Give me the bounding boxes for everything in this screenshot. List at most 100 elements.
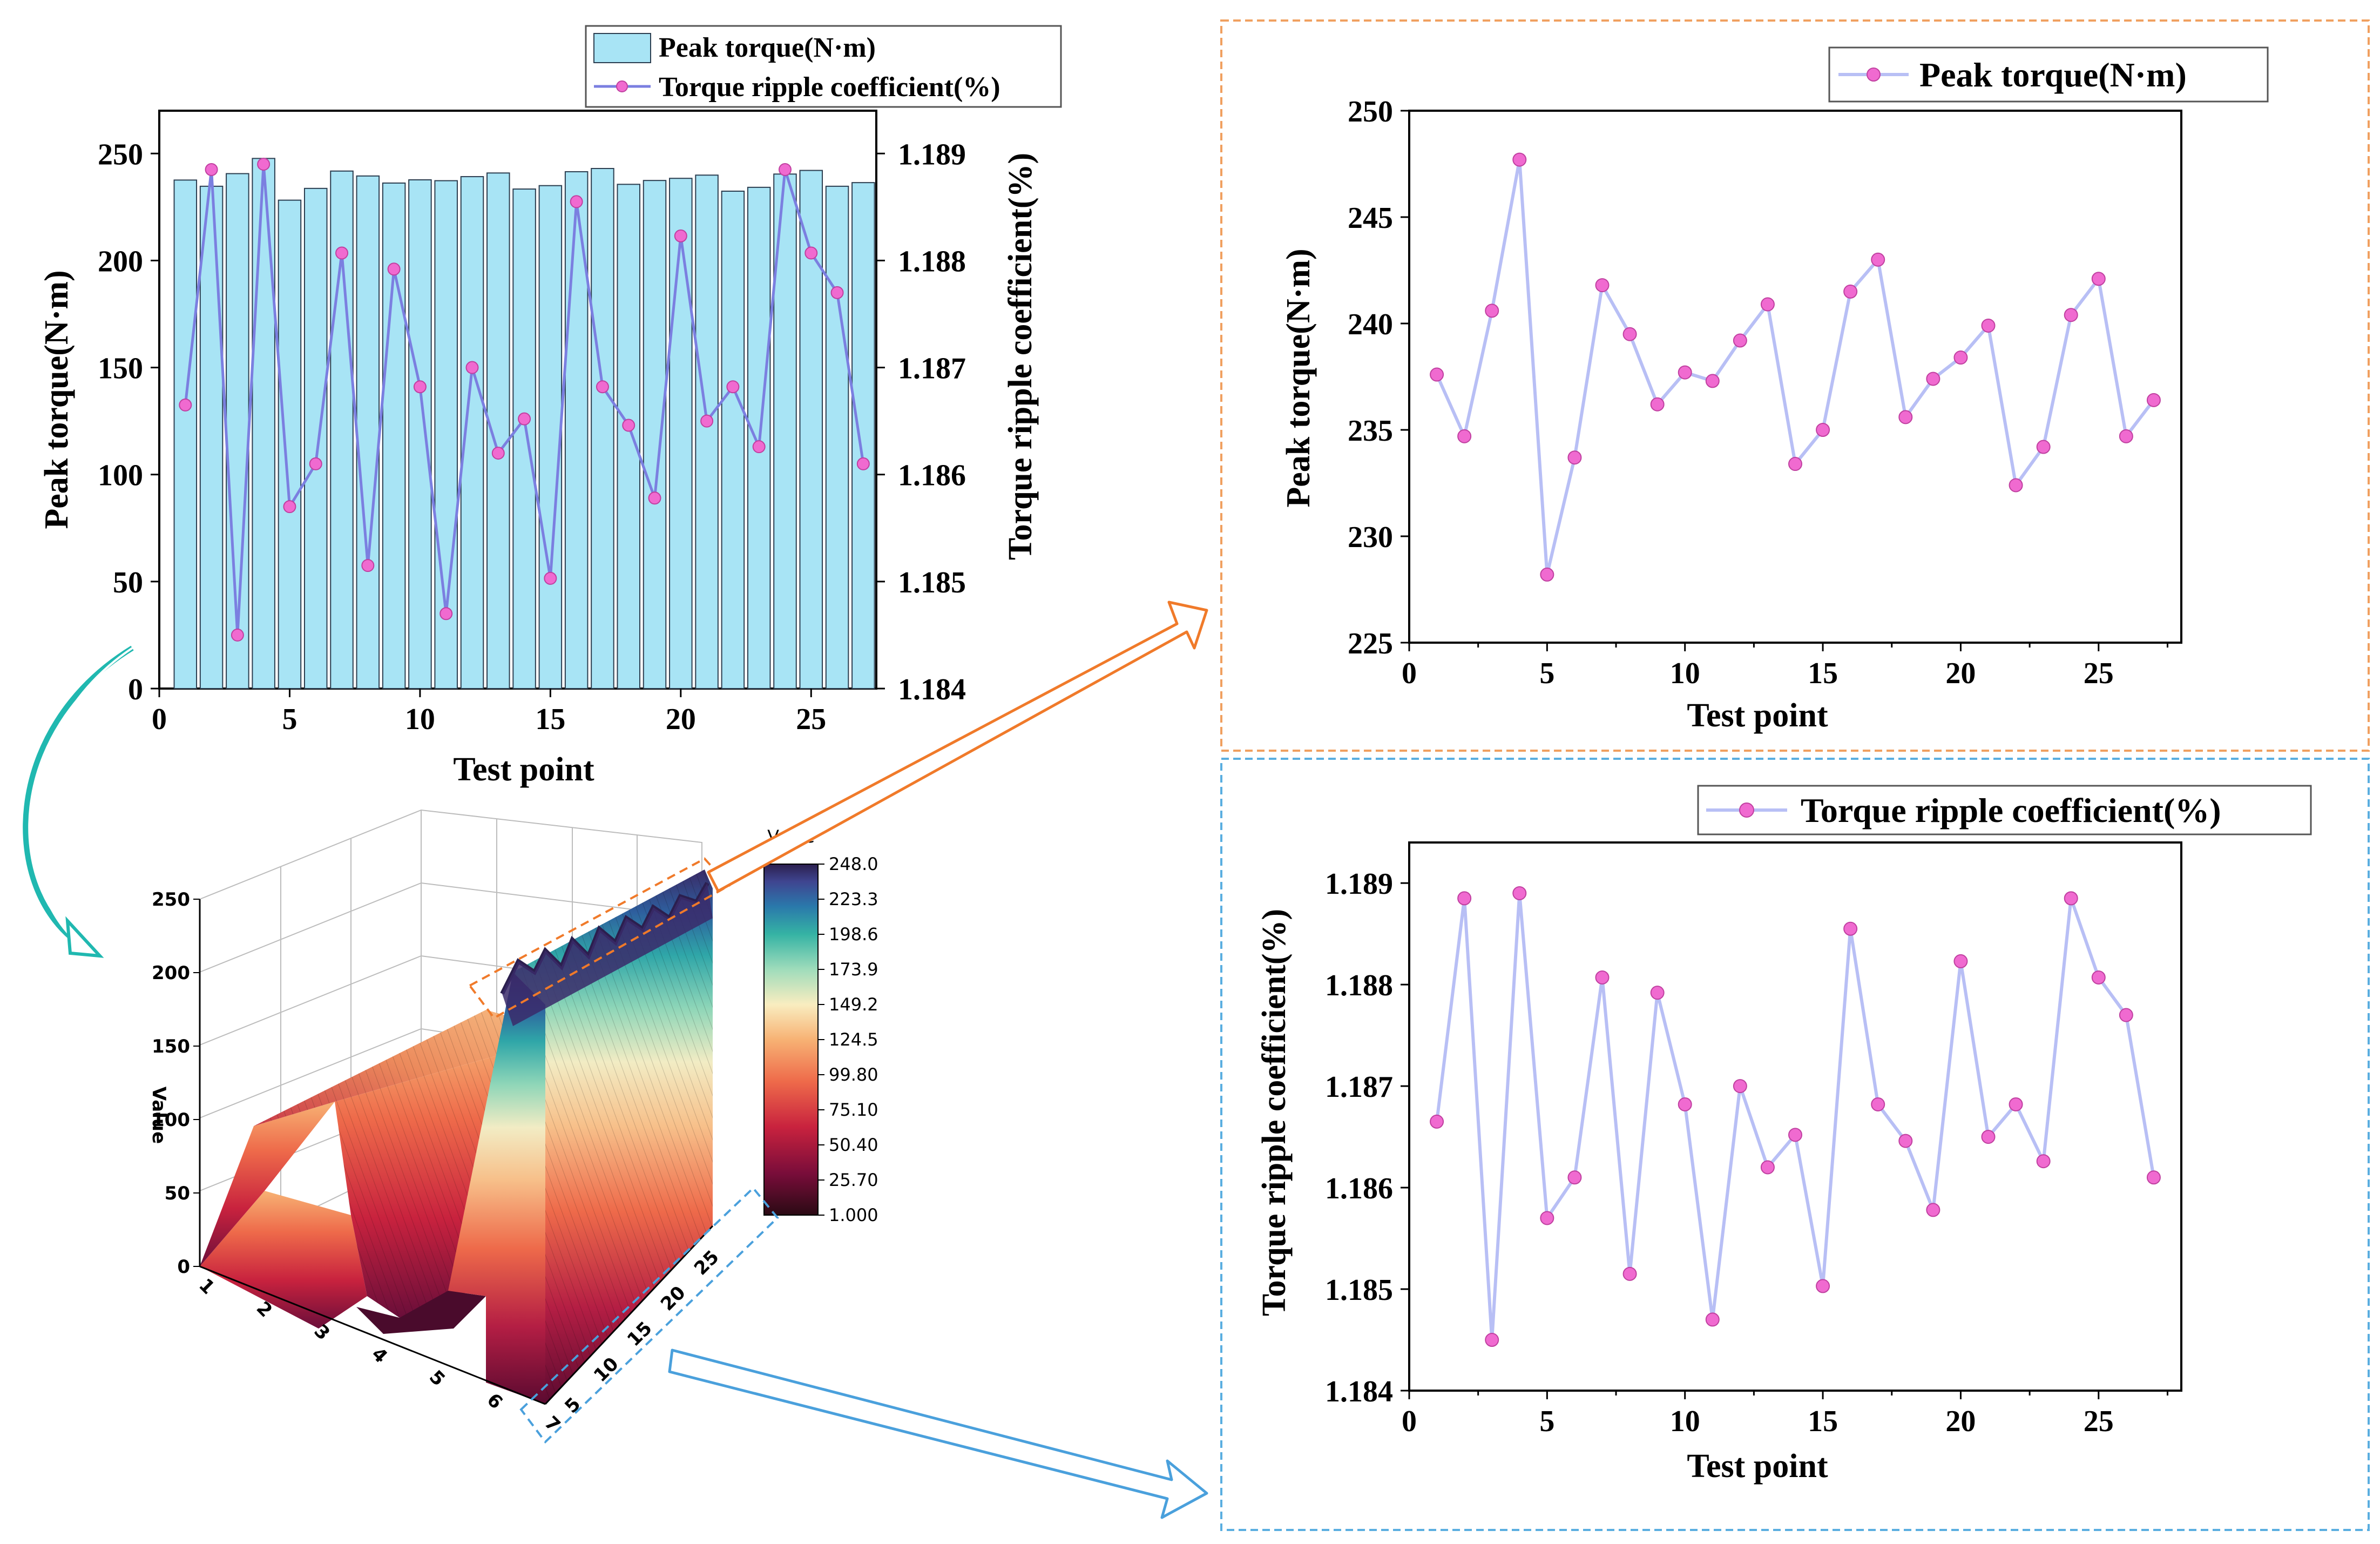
- y-tick-label-150: 150: [98, 352, 143, 386]
- teal-curved-arrow-icon: [23, 645, 134, 948]
- 3d-z-tick-label-50: 50: [165, 1183, 190, 1204]
- peak-y-tick-label-245: 245: [1348, 201, 1393, 235]
- 3d-x-tick-label-6: 6: [483, 1389, 507, 1413]
- bar-point-21: [695, 174, 719, 690]
- bar-point-22: [721, 191, 745, 690]
- bar-point-15: [538, 185, 563, 690]
- cbar-tick-label-8: 50.40: [829, 1135, 878, 1155]
- 3d-y-tick-label-20: 20: [657, 1282, 690, 1316]
- ripple-x-tick-label-25: 25: [2084, 1405, 2114, 1438]
- ripple-legend-box: [1697, 785, 2312, 835]
- x-tick-label-20: 20: [666, 703, 696, 736]
- peak-point-20: [1953, 350, 1968, 365]
- peak-point-2: [1457, 429, 1472, 443]
- ripple-point-12: [465, 361, 479, 374]
- orange-arrow-icon: [707, 601, 1208, 893]
- 3d-surface-plateau-stripe: [254, 1010, 572, 1126]
- ripple-point-27: [2146, 1170, 2161, 1185]
- peak-legend: Peak torque(N·m): [1828, 46, 2269, 103]
- bar-point-17: [591, 168, 614, 689]
- y-tick-label-100: 100: [98, 459, 143, 493]
- ripple-point-20: [674, 229, 687, 242]
- y2-tick-label-1.186: 1.186: [898, 459, 966, 493]
- 3d-x-tick-label-1: 1: [194, 1275, 219, 1299]
- peak-legend-marker: [1867, 68, 1881, 82]
- bar-point-4: [252, 158, 275, 689]
- peak-point-8: [1622, 327, 1637, 341]
- ripple-legend: Torque ripple coefficient(%): [1697, 785, 2312, 835]
- ripple-point-17: [1871, 1097, 1885, 1111]
- peak-plot-frame: [1408, 110, 2182, 644]
- combined-x-ticks: 0 5 10 15 20 25: [152, 689, 826, 736]
- peak-point-25: [2091, 272, 2106, 286]
- peak-x-tick-label-20: 20: [1945, 657, 1976, 690]
- combined-ripple-line-group: [179, 158, 870, 642]
- ripple-point-12: [1733, 1079, 1747, 1094]
- x-tick-label-15: 15: [535, 703, 565, 736]
- ripple-point-7: [335, 246, 349, 260]
- peak-point-13: [1760, 297, 1775, 312]
- cbar-tick-label-0: 248.0: [829, 854, 878, 874]
- peak-point-3: [1485, 304, 1499, 318]
- bar-point-19: [643, 180, 667, 690]
- ripple-point-18: [1898, 1134, 1913, 1148]
- ripple-point-19: [1926, 1203, 1940, 1217]
- ripple-point-2: [1457, 891, 1472, 906]
- peak-point-26: [2119, 429, 2133, 443]
- y-tick-label-0: 0: [128, 673, 143, 706]
- cbar-tick-label-2: 198.6: [829, 924, 878, 945]
- legend-ripple-label: Torque ripple coefficient(%): [659, 72, 1000, 103]
- ripple-y-tick-label-1.187: 1.187: [1325, 1070, 1393, 1104]
- combined-y2-ticks: 1.184 1.185 1.186 1.187 1.188 1.189: [876, 138, 966, 706]
- ripple-point-25: [804, 246, 818, 260]
- ripple-panel-border: [1220, 758, 2370, 1531]
- ripple-point-21: [700, 414, 714, 428]
- x-tick-label-0: 0: [152, 703, 167, 736]
- cbar-tick-label-10: 1.000: [829, 1205, 878, 1225]
- 3d-y-tick-label-5: 5: [560, 1393, 585, 1418]
- peak-y-ticks: 225 230 235 240 245 250: [1348, 95, 1409, 660]
- ripple-x-tick-label-5: 5: [1539, 1405, 1554, 1438]
- y-tick-label-250: 250: [98, 138, 143, 171]
- bar-point-5: [278, 199, 302, 689]
- ripple-point-17: [596, 380, 609, 394]
- ripple-point-23: [752, 440, 766, 454]
- ripple-point-14: [1788, 1128, 1802, 1142]
- ripple-point-13: [1760, 1160, 1775, 1175]
- ripple-legend-marker: [1739, 803, 1754, 818]
- ripple-y-axis-title: Torque ripple coefficient(%): [1256, 909, 1293, 1316]
- peak-point-6: [1567, 450, 1582, 465]
- ripple-y-tick-label-1.184: 1.184: [1325, 1375, 1393, 1408]
- ripple-point-3: [231, 628, 244, 642]
- ripple-x-tick-label-0: 0: [1402, 1405, 1417, 1438]
- y2-tick-label-1.184: 1.184: [898, 673, 966, 706]
- blue-arrow-icon: [668, 1349, 1208, 1519]
- ripple-legend-label: Torque ripple coefficient(%): [1801, 791, 2221, 830]
- ripple-point-19: [648, 491, 661, 505]
- y2-tick-label-1.188: 1.188: [898, 245, 966, 278]
- peak-x-tick-label-15: 15: [1808, 657, 1838, 690]
- combined-y-axis-title: Peak torque(N·m): [38, 270, 75, 529]
- ripple-series-line: [1435, 893, 2155, 1340]
- 3d-x-tick-label-4: 4: [367, 1343, 391, 1367]
- bar-point-9: [382, 182, 406, 690]
- peak-point-7: [1595, 278, 1610, 293]
- x-tick-label-10: 10: [405, 703, 435, 736]
- ripple-point-1: [179, 398, 192, 412]
- ripple-point-25: [2091, 970, 2106, 985]
- peak-y-tick-label-225: 225: [1348, 627, 1393, 660]
- 3d-colorbar: Value 248.0223.3198.6173.9149.2124.599.8…: [763, 826, 878, 1225]
- ripple-point-5: [1540, 1211, 1554, 1225]
- ripple-plot-frame: [1408, 841, 2182, 1392]
- y-tick-label-50: 50: [113, 566, 143, 599]
- ripple-point-3: [1485, 1333, 1499, 1347]
- ripple-point-1: [1430, 1114, 1444, 1129]
- bar-point-27: [851, 182, 875, 689]
- 3d-highlight-axis-box: [519, 1186, 779, 1444]
- ripple-x-tick-label-20: 20: [1945, 1405, 1976, 1438]
- ripple-x-tick-label-10: 10: [1670, 1405, 1700, 1438]
- 3d-z-tick-label-100: 100: [152, 1109, 190, 1131]
- ripple-point-26: [2119, 1008, 2133, 1022]
